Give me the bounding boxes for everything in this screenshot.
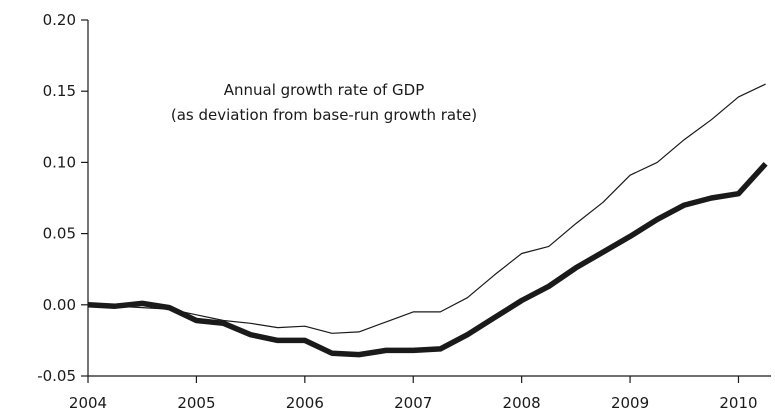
- annotation-line-1: Annual growth rate of GDP: [224, 81, 425, 99]
- x-tick-label: 2006: [286, 394, 324, 412]
- y-tick-label: -0.05: [37, 367, 76, 385]
- x-tick-label: 2005: [177, 394, 215, 412]
- y-tick-label: 0.15: [43, 82, 76, 100]
- x-tick-label: 2008: [503, 394, 541, 412]
- y-tick-label: 0.10: [43, 153, 76, 171]
- thick-series-line: [87, 161, 768, 358]
- y-tick-label: 0.00: [43, 296, 76, 314]
- thin-series-line: [87, 83, 766, 334]
- y-axis-ticks: -0.05 0.00 0.05 0.10 0.15 0.20: [37, 11, 88, 385]
- x-tick-label: 2007: [394, 394, 432, 412]
- y-tick-label: 0.05: [43, 225, 76, 243]
- x-tick-label: 2010: [719, 394, 757, 412]
- x-tick-label: 2004: [69, 394, 107, 412]
- x-tick-label: 2009: [611, 394, 649, 412]
- x-axis-ticks: 2004 2005 2006 2007 2008 2009 2010: [69, 376, 758, 412]
- annotation-line-2: (as deviation from base-run growth rate): [171, 106, 477, 124]
- y-tick-label: 0.20: [43, 11, 76, 29]
- series-group: [87, 83, 768, 358]
